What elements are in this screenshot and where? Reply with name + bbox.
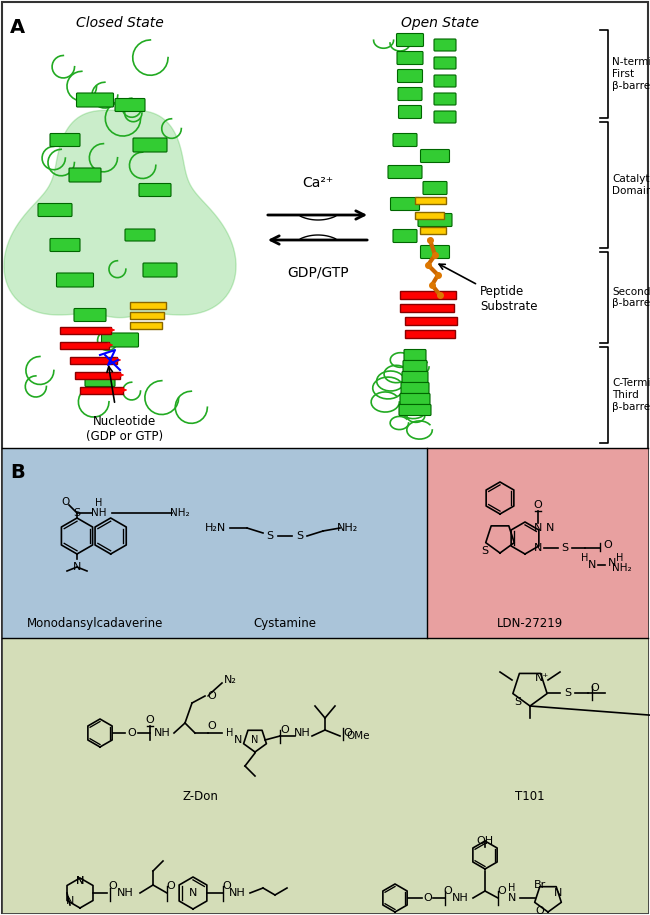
Text: Z-Don: Z-Don: [182, 790, 218, 803]
Text: S: S: [562, 543, 569, 553]
FancyBboxPatch shape: [129, 302, 166, 308]
Text: O: O: [207, 691, 216, 701]
FancyBboxPatch shape: [398, 70, 423, 82]
Text: N: N: [588, 560, 596, 570]
FancyBboxPatch shape: [101, 333, 138, 347]
Text: O: O: [443, 886, 452, 896]
FancyBboxPatch shape: [60, 341, 109, 349]
FancyBboxPatch shape: [2, 448, 427, 638]
Text: H₂N: H₂N: [204, 523, 226, 533]
Text: NH: NH: [294, 728, 311, 738]
Text: N: N: [252, 735, 259, 745]
Text: O: O: [536, 906, 545, 915]
Text: S: S: [266, 531, 274, 541]
Text: S: S: [564, 688, 571, 698]
Text: H: H: [226, 728, 234, 738]
FancyBboxPatch shape: [421, 149, 450, 163]
Text: O: O: [281, 725, 289, 735]
Text: Catalytic
Domain: Catalytic Domain: [612, 174, 650, 196]
Text: NH₂: NH₂: [170, 508, 190, 518]
FancyBboxPatch shape: [75, 371, 120, 379]
Text: N: N: [534, 523, 542, 533]
FancyBboxPatch shape: [400, 304, 454, 312]
FancyBboxPatch shape: [85, 373, 115, 386]
Text: NH₂: NH₂: [337, 523, 358, 533]
FancyBboxPatch shape: [77, 93, 114, 107]
Text: N: N: [508, 893, 516, 903]
Text: N₂: N₂: [224, 675, 237, 685]
Text: NH: NH: [91, 508, 107, 518]
Text: N: N: [76, 876, 85, 886]
FancyBboxPatch shape: [399, 404, 431, 415]
Text: N⁺: N⁺: [535, 673, 549, 683]
Text: S: S: [296, 531, 304, 541]
Text: Br: Br: [534, 880, 546, 890]
Text: O: O: [146, 715, 155, 725]
Text: Peptide
Substrate: Peptide Substrate: [480, 285, 538, 313]
Text: NH: NH: [116, 888, 133, 898]
Text: LDN-27219: LDN-27219: [497, 617, 563, 630]
FancyBboxPatch shape: [434, 57, 456, 69]
FancyBboxPatch shape: [427, 448, 648, 638]
FancyBboxPatch shape: [391, 198, 419, 210]
FancyBboxPatch shape: [133, 138, 167, 152]
Text: O: O: [109, 881, 118, 891]
FancyBboxPatch shape: [418, 213, 452, 227]
FancyBboxPatch shape: [434, 111, 456, 123]
FancyBboxPatch shape: [404, 317, 456, 325]
Text: N: N: [608, 558, 616, 568]
Text: NH: NH: [229, 888, 246, 898]
FancyBboxPatch shape: [404, 330, 454, 338]
FancyBboxPatch shape: [393, 230, 417, 242]
FancyBboxPatch shape: [115, 99, 145, 112]
FancyBboxPatch shape: [74, 308, 106, 321]
Text: Nucleotide
(GDP or GTP): Nucleotide (GDP or GTP): [86, 415, 164, 443]
Text: Second
β-barrel: Second β-barrel: [612, 286, 650, 308]
Text: N: N: [546, 523, 554, 533]
Text: Ca²⁺: Ca²⁺: [302, 176, 333, 190]
FancyBboxPatch shape: [415, 211, 443, 219]
FancyBboxPatch shape: [393, 134, 417, 146]
Text: NH: NH: [153, 728, 170, 738]
Text: N: N: [534, 543, 542, 553]
FancyBboxPatch shape: [434, 93, 456, 105]
Text: Monodansylcadaverine: Monodansylcadaverine: [27, 617, 163, 630]
Text: O: O: [344, 728, 352, 738]
Text: O: O: [166, 881, 176, 891]
FancyBboxPatch shape: [79, 386, 122, 393]
FancyBboxPatch shape: [143, 263, 177, 277]
FancyBboxPatch shape: [129, 311, 164, 318]
FancyBboxPatch shape: [70, 357, 116, 363]
FancyBboxPatch shape: [69, 168, 101, 182]
Text: A: A: [10, 18, 25, 37]
FancyBboxPatch shape: [434, 75, 456, 87]
FancyBboxPatch shape: [400, 393, 430, 404]
FancyBboxPatch shape: [57, 273, 94, 287]
Text: NH: NH: [452, 893, 469, 903]
Text: H: H: [581, 553, 589, 563]
Text: S: S: [73, 508, 81, 518]
FancyBboxPatch shape: [401, 382, 429, 393]
Text: O: O: [207, 721, 216, 731]
Text: GDP/GTP: GDP/GTP: [287, 265, 349, 279]
FancyBboxPatch shape: [129, 321, 161, 328]
FancyBboxPatch shape: [139, 184, 171, 197]
FancyBboxPatch shape: [404, 350, 426, 361]
FancyBboxPatch shape: [388, 166, 422, 178]
Text: O: O: [424, 893, 432, 903]
Text: H: H: [508, 883, 515, 893]
Text: OH: OH: [476, 836, 493, 846]
FancyBboxPatch shape: [2, 638, 648, 913]
FancyBboxPatch shape: [415, 197, 445, 203]
Text: H: H: [616, 553, 624, 563]
FancyBboxPatch shape: [397, 51, 423, 64]
FancyBboxPatch shape: [398, 88, 422, 101]
Polygon shape: [4, 110, 236, 318]
Text: Closed State: Closed State: [76, 16, 164, 30]
FancyBboxPatch shape: [125, 229, 155, 241]
FancyBboxPatch shape: [434, 39, 456, 51]
FancyBboxPatch shape: [60, 327, 110, 333]
Text: S: S: [482, 546, 489, 556]
Text: N: N: [188, 888, 197, 898]
